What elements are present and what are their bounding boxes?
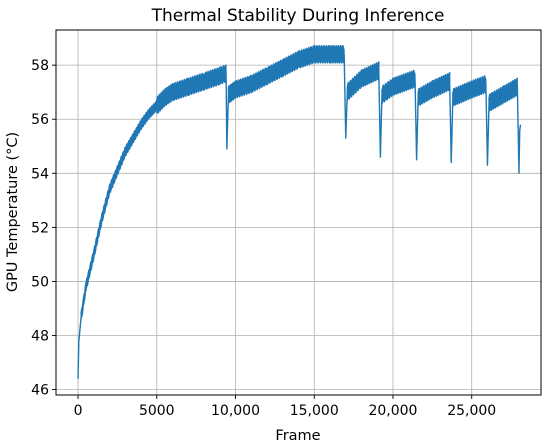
x-tick-label: 20,000: [368, 403, 417, 419]
y-tick-label: 50: [31, 274, 49, 290]
x-tick-label: 5000: [139, 403, 175, 419]
series-line: [77, 44, 522, 379]
chart-title: Thermal Stability During Inference: [151, 6, 445, 26]
y-tick-label: 52: [31, 220, 49, 236]
y-axis-label: GPU Temperature (°C): [5, 132, 21, 292]
x-tick-label: 25,000: [447, 403, 496, 419]
x-axis: 0 5000 10,000 15,000 20,000 25,000: [74, 395, 496, 419]
x-axis-label: Frame: [275, 428, 320, 444]
y-tick-label: 46: [31, 383, 49, 399]
y-tick-label: 56: [31, 112, 49, 128]
y-axis: 46 48 50 52 54 56 58: [31, 58, 56, 399]
x-tick-label: 10,000: [211, 403, 260, 419]
y-tick-label: 54: [31, 166, 49, 182]
plot-frame: [55, 29, 542, 396]
y-tick-label: 48: [31, 329, 49, 345]
plot-area: [77, 44, 522, 379]
y-tick-label: 58: [31, 58, 49, 74]
x-tick-label: 0: [74, 403, 83, 419]
x-tick-label: 15,000: [290, 403, 339, 419]
